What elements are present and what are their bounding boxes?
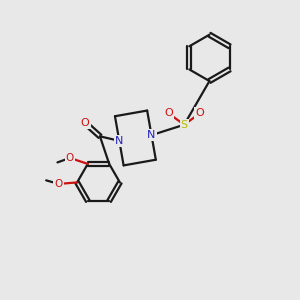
- Text: N: N: [147, 130, 156, 140]
- Text: N: N: [147, 130, 156, 140]
- Text: O: O: [66, 153, 74, 163]
- Text: O: O: [55, 179, 63, 189]
- Text: O: O: [164, 108, 173, 118]
- Text: O: O: [195, 108, 204, 118]
- Text: N: N: [115, 136, 124, 146]
- Text: S: S: [181, 120, 188, 130]
- Text: O: O: [81, 118, 89, 128]
